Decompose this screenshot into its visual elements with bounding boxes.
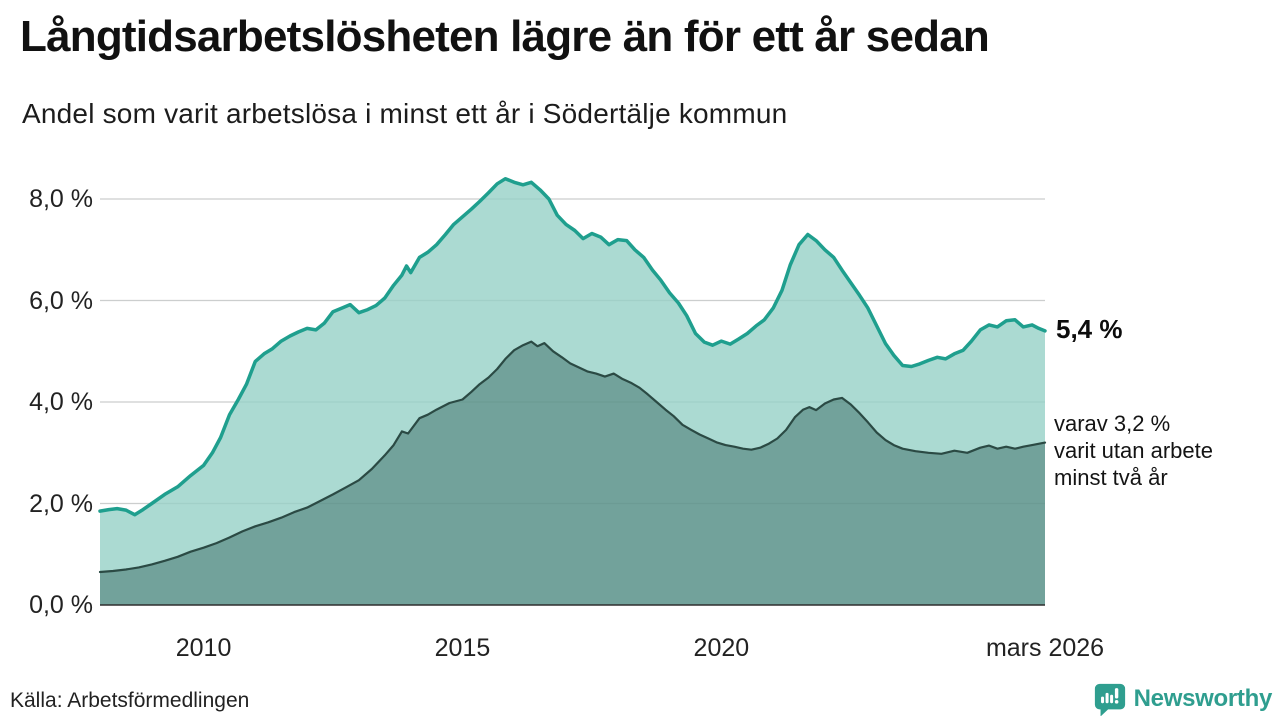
x-axis-tick-label: 2015 (434, 634, 491, 662)
y-axis-tick-label: 6,0 % (29, 286, 93, 315)
newsworthy-logo-text: Newsworthy (1133, 685, 1273, 712)
subset-annotation-line: minst två år (1054, 465, 1168, 490)
newsworthy-logo-icon (1094, 683, 1125, 716)
y-axis-tick-label: 8,0 % (29, 185, 93, 213)
source-note: Källa: Arbetsförmedlingen (10, 689, 250, 712)
newsworthy-logo: Newsworthy (1093, 682, 1272, 716)
end-value-label: 5,4 % (1056, 314, 1123, 344)
subset-annotation: varav 3,2 % varit utan arbete minst två … (1054, 410, 1213, 491)
subset-annotation-line: varit utan arbete (1054, 438, 1213, 463)
y-axis-tick-label: 2,0 % (29, 489, 93, 518)
chart-title: Långtidsarbetslösheten lägre än för ett … (20, 12, 990, 61)
y-axis-tick-label: 4,0 % (29, 388, 93, 416)
y-axis-tick-label: 0,0 % (29, 591, 93, 619)
x-axis-tick-label: 2010 (175, 634, 232, 662)
chart-subtitle: Andel som varit arbetslösa i minst ett å… (22, 98, 788, 129)
x-axis-tick-label: 2020 (693, 634, 750, 662)
subset-annotation-line: varav 3,2 % (1054, 411, 1171, 436)
x-axis-tick-label: mars 2026 (985, 634, 1105, 662)
